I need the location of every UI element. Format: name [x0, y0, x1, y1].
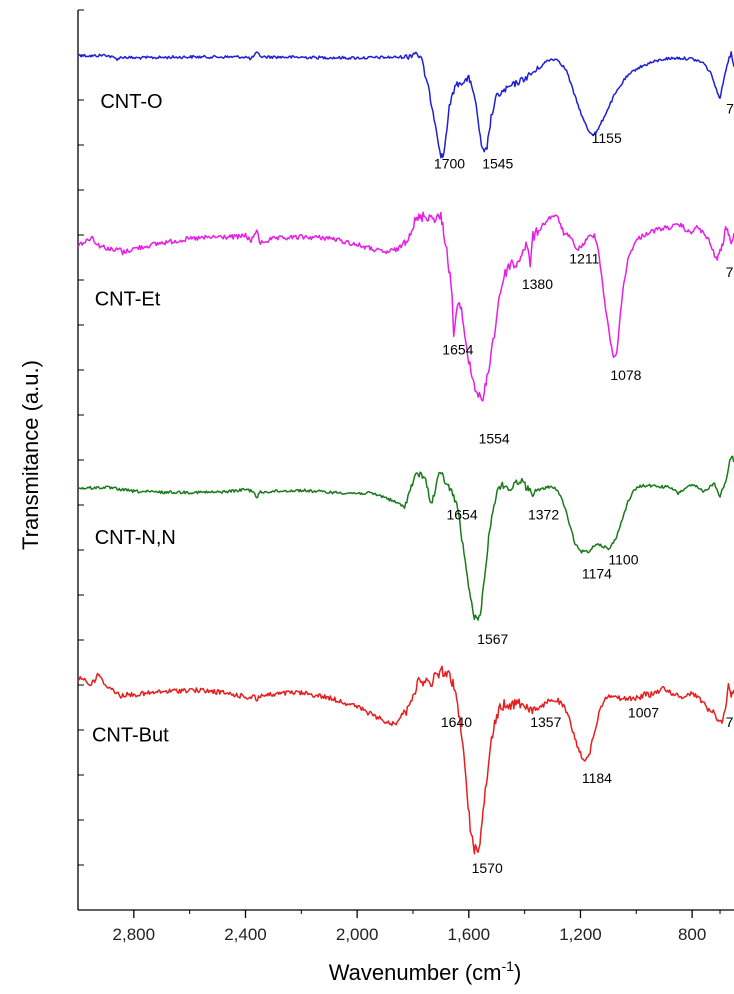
- peak-label: 1100: [608, 552, 638, 568]
- peak-label: 1007: [628, 704, 659, 720]
- y-axis-title: Transmitance (a.u.): [18, 360, 43, 550]
- x-axis-ticks: 2,800 2,400 2,000 1,600 1,200 800: [113, 910, 721, 944]
- x-tick-label: 1,200: [559, 925, 602, 944]
- peak-annotations: 1700 1545 1155 700 1654 1554 1380 1211 1078 700 16…: [434, 101, 734, 876]
- peak-label: 1700: [434, 155, 465, 171]
- spectra-layer: [77, 51, 734, 855]
- x-axis-title-main: Wavenumber (cm: [329, 960, 502, 985]
- peak-label: 1380: [522, 276, 553, 292]
- peak-label: 1174: [582, 565, 612, 581]
- x-tick-label: 2,000: [336, 925, 379, 944]
- x-axis-title-close: ): [514, 960, 521, 985]
- x-axis-title-superscript: -1: [502, 958, 515, 974]
- x-tick-label: 2,800: [113, 925, 156, 944]
- x-tick-label: 1,600: [448, 925, 491, 944]
- series-label: CNT-O: [100, 91, 162, 113]
- peak-label: 1654: [442, 341, 473, 357]
- series-labels: CNT-O CNT-Et CNT-N,N CNT-But: [92, 91, 176, 747]
- series-label: CNT-Et: [95, 288, 161, 310]
- peak-label: 700: [726, 264, 734, 280]
- series-line-cnt-o: [77, 51, 734, 159]
- peak-label: 1372: [528, 507, 559, 523]
- peak-label: 1155: [592, 130, 622, 146]
- series-label: CNT-N,N: [95, 527, 176, 549]
- peak-label: 1078: [610, 367, 641, 383]
- peak-label: 1184: [582, 770, 612, 786]
- peak-label: 1554: [479, 430, 510, 446]
- peak-label: 1567: [477, 631, 508, 647]
- peak-label: 1640: [441, 714, 472, 730]
- peak-label: 1211: [569, 250, 599, 266]
- series-label: CNT-But: [92, 725, 169, 747]
- peak-label: 700: [726, 714, 734, 730]
- y-axis-ticks: [78, 9, 84, 911]
- peak-label: 1545: [482, 155, 513, 171]
- x-tick-label: 800: [678, 925, 706, 944]
- x-tick-label: 2,400: [224, 925, 267, 944]
- plot-frame: [77, 10, 734, 911]
- series-line-cnt-n-n: [77, 455, 734, 621]
- peak-label: 700: [726, 101, 734, 117]
- peak-label: 1357: [530, 714, 561, 730]
- peak-label: 1570: [472, 860, 503, 876]
- series-line-cnt-but: [77, 665, 734, 855]
- series-line-cnt-et: [77, 211, 734, 402]
- peak-label: 1654: [446, 507, 477, 523]
- x-axis-title: Wavenumber (cm-1): [329, 958, 522, 985]
